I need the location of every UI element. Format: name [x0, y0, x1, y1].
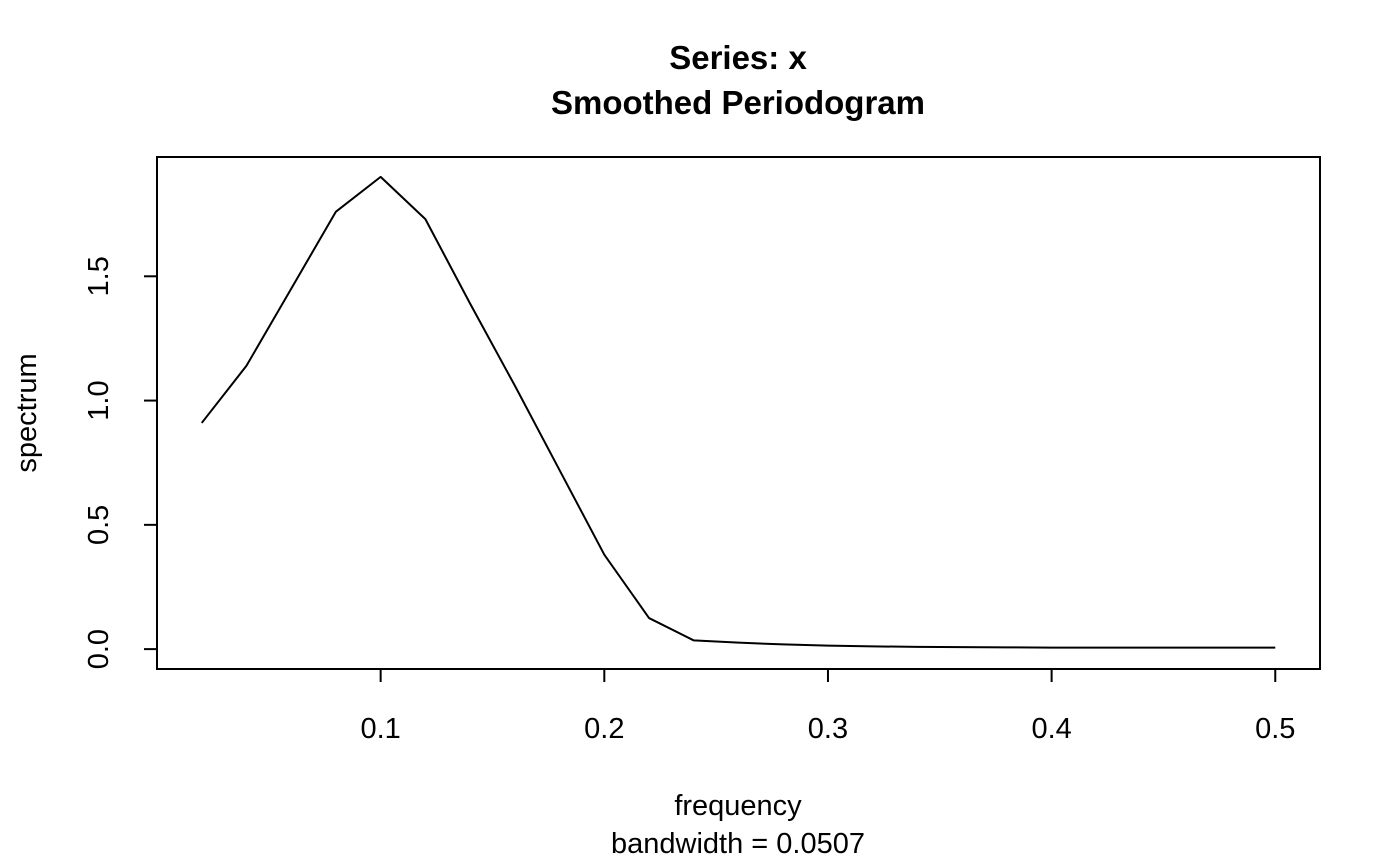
- x-axis-label: frequency: [674, 790, 802, 822]
- x-tick-label: 0.4: [1031, 713, 1071, 745]
- x-axis-sublabel: bandwidth = 0.0507: [611, 828, 865, 860]
- chart-title: Series: x: [669, 39, 807, 76]
- y-axis-label: spectrum: [11, 353, 43, 472]
- y-tick-label: 1.5: [83, 256, 115, 296]
- spectrum-line: [200, 175, 1276, 649]
- y-axis: 0.0 0.5 1.0 1.5: [83, 256, 158, 669]
- x-axis: 0.1 0.2 0.3 0.4 0.5: [360, 668, 1295, 745]
- plot-frame: [156, 156, 1321, 670]
- y-tick-label: 0.0: [83, 629, 115, 669]
- x-tick-label: 0.2: [584, 713, 624, 745]
- chart-subtitle: Smoothed Periodogram: [551, 84, 925, 121]
- y-tick-label: 0.5: [83, 505, 115, 545]
- x-tick-label: 0.3: [808, 713, 848, 745]
- y-tick-label: 1.0: [83, 380, 115, 420]
- x-tick-label: 0.1: [360, 713, 400, 745]
- x-tick-label: 0.5: [1255, 713, 1295, 745]
